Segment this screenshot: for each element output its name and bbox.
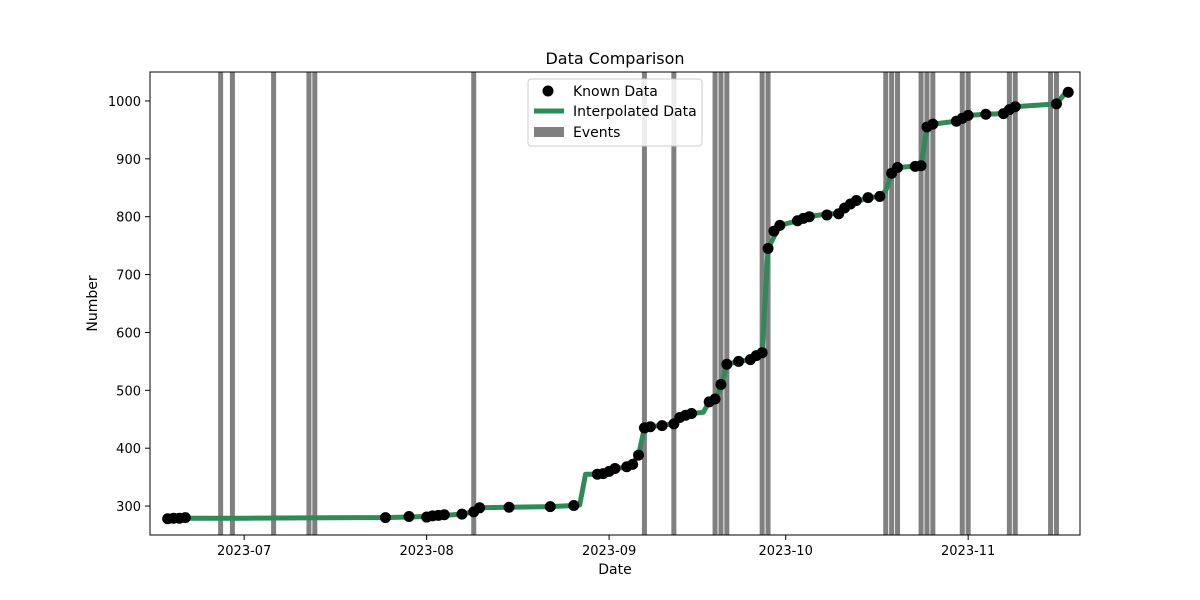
known-data-point xyxy=(633,449,645,461)
known-data-point xyxy=(715,379,727,391)
event-bar xyxy=(712,72,718,535)
known-data-point xyxy=(915,160,927,172)
event-bar xyxy=(306,72,312,535)
event-bar xyxy=(889,72,895,535)
legend-events-label: Events xyxy=(573,125,620,141)
known-data-point xyxy=(627,458,639,470)
scatter-layer xyxy=(162,86,1074,525)
x-axis-label: Date xyxy=(598,562,631,578)
legend: Known Data Interpolated Data Events xyxy=(527,78,703,147)
chart-title: Data Comparison xyxy=(545,49,684,68)
known-data-point xyxy=(656,420,668,432)
event-bar xyxy=(229,72,235,535)
event-bar xyxy=(959,72,965,535)
event-bar xyxy=(930,72,936,535)
y-tick-label: 600 xyxy=(116,326,141,341)
known-data-point xyxy=(503,501,515,513)
event-bar xyxy=(924,72,930,535)
known-data-point xyxy=(892,161,904,173)
x-tick-label: 2023-07 xyxy=(217,544,271,559)
known-data-point xyxy=(980,108,992,120)
event-bar xyxy=(671,72,677,535)
known-data-point xyxy=(686,407,698,419)
known-data-point xyxy=(609,462,621,474)
known-data-point xyxy=(709,393,721,405)
y-tick-label: 1000 xyxy=(108,95,141,110)
known-data-point xyxy=(821,209,833,221)
known-data-point xyxy=(568,499,580,511)
known-data-point xyxy=(544,501,556,513)
y-tick-label: 500 xyxy=(116,384,141,399)
known-data-point xyxy=(179,512,191,524)
known-data-point xyxy=(962,109,974,121)
known-data-point xyxy=(379,512,391,524)
event-bar xyxy=(641,72,647,535)
event-bar xyxy=(759,72,765,535)
event-bar xyxy=(724,72,730,535)
known-data-point xyxy=(756,347,768,359)
known-data-point xyxy=(762,243,774,255)
event-bar xyxy=(883,72,889,535)
known-data-point xyxy=(1050,98,1062,110)
legend-events-swatch xyxy=(534,127,564,137)
y-tick-label: 700 xyxy=(116,269,141,284)
known-data-point xyxy=(438,509,450,521)
known-data-point xyxy=(474,502,486,514)
x-axis: 2023-07 2023-08 2023-09 2023-10 2023-11 xyxy=(217,535,995,559)
legend-known-data-label: Known Data xyxy=(573,84,658,100)
plot-frame xyxy=(149,71,1081,536)
known-data-point xyxy=(803,211,815,223)
event-bar xyxy=(271,72,277,535)
event-bar xyxy=(765,72,771,535)
legend-known-data-marker xyxy=(542,85,554,97)
event-bar xyxy=(965,72,971,535)
known-data-point xyxy=(774,219,786,231)
y-tick-label: 300 xyxy=(116,500,141,515)
known-data-point xyxy=(874,190,886,202)
known-data-point xyxy=(644,421,656,433)
y-tick-label: 400 xyxy=(116,442,141,457)
known-data-point xyxy=(850,194,862,206)
event-bar xyxy=(895,72,901,535)
known-data-point xyxy=(862,192,874,204)
x-tick-label: 2023-08 xyxy=(399,544,453,559)
x-tick-label: 2023-09 xyxy=(582,544,636,559)
legend-box xyxy=(527,78,703,147)
known-data-point xyxy=(927,118,939,130)
legend-interpolated-data-label: Interpolated Data xyxy=(573,104,697,120)
known-data-point xyxy=(456,508,468,520)
events-layer xyxy=(218,72,1059,535)
y-tick-label: 800 xyxy=(116,211,141,226)
event-bar xyxy=(312,72,318,535)
y-axis: 300 400 500 600 700 800 900 1000 xyxy=(108,95,150,515)
event-bar xyxy=(218,72,224,535)
event-bar xyxy=(1012,72,1018,535)
x-tick-label: 2023-11 xyxy=(941,544,995,559)
y-tick-label: 900 xyxy=(116,153,141,168)
x-tick-label: 2023-10 xyxy=(759,544,813,559)
known-data-point xyxy=(733,355,745,367)
event-bar xyxy=(918,72,924,535)
y-axis-label: Number xyxy=(85,275,101,331)
known-data-point xyxy=(1062,86,1074,98)
known-data-point xyxy=(403,510,415,522)
event-bar xyxy=(718,72,724,535)
event-bar xyxy=(1053,72,1059,535)
known-data-point xyxy=(721,358,733,370)
plot-area xyxy=(162,72,1074,535)
event-bar xyxy=(471,72,477,535)
known-data-point xyxy=(1009,101,1021,113)
event-bar xyxy=(1006,72,1012,535)
event-bar xyxy=(1048,72,1054,535)
